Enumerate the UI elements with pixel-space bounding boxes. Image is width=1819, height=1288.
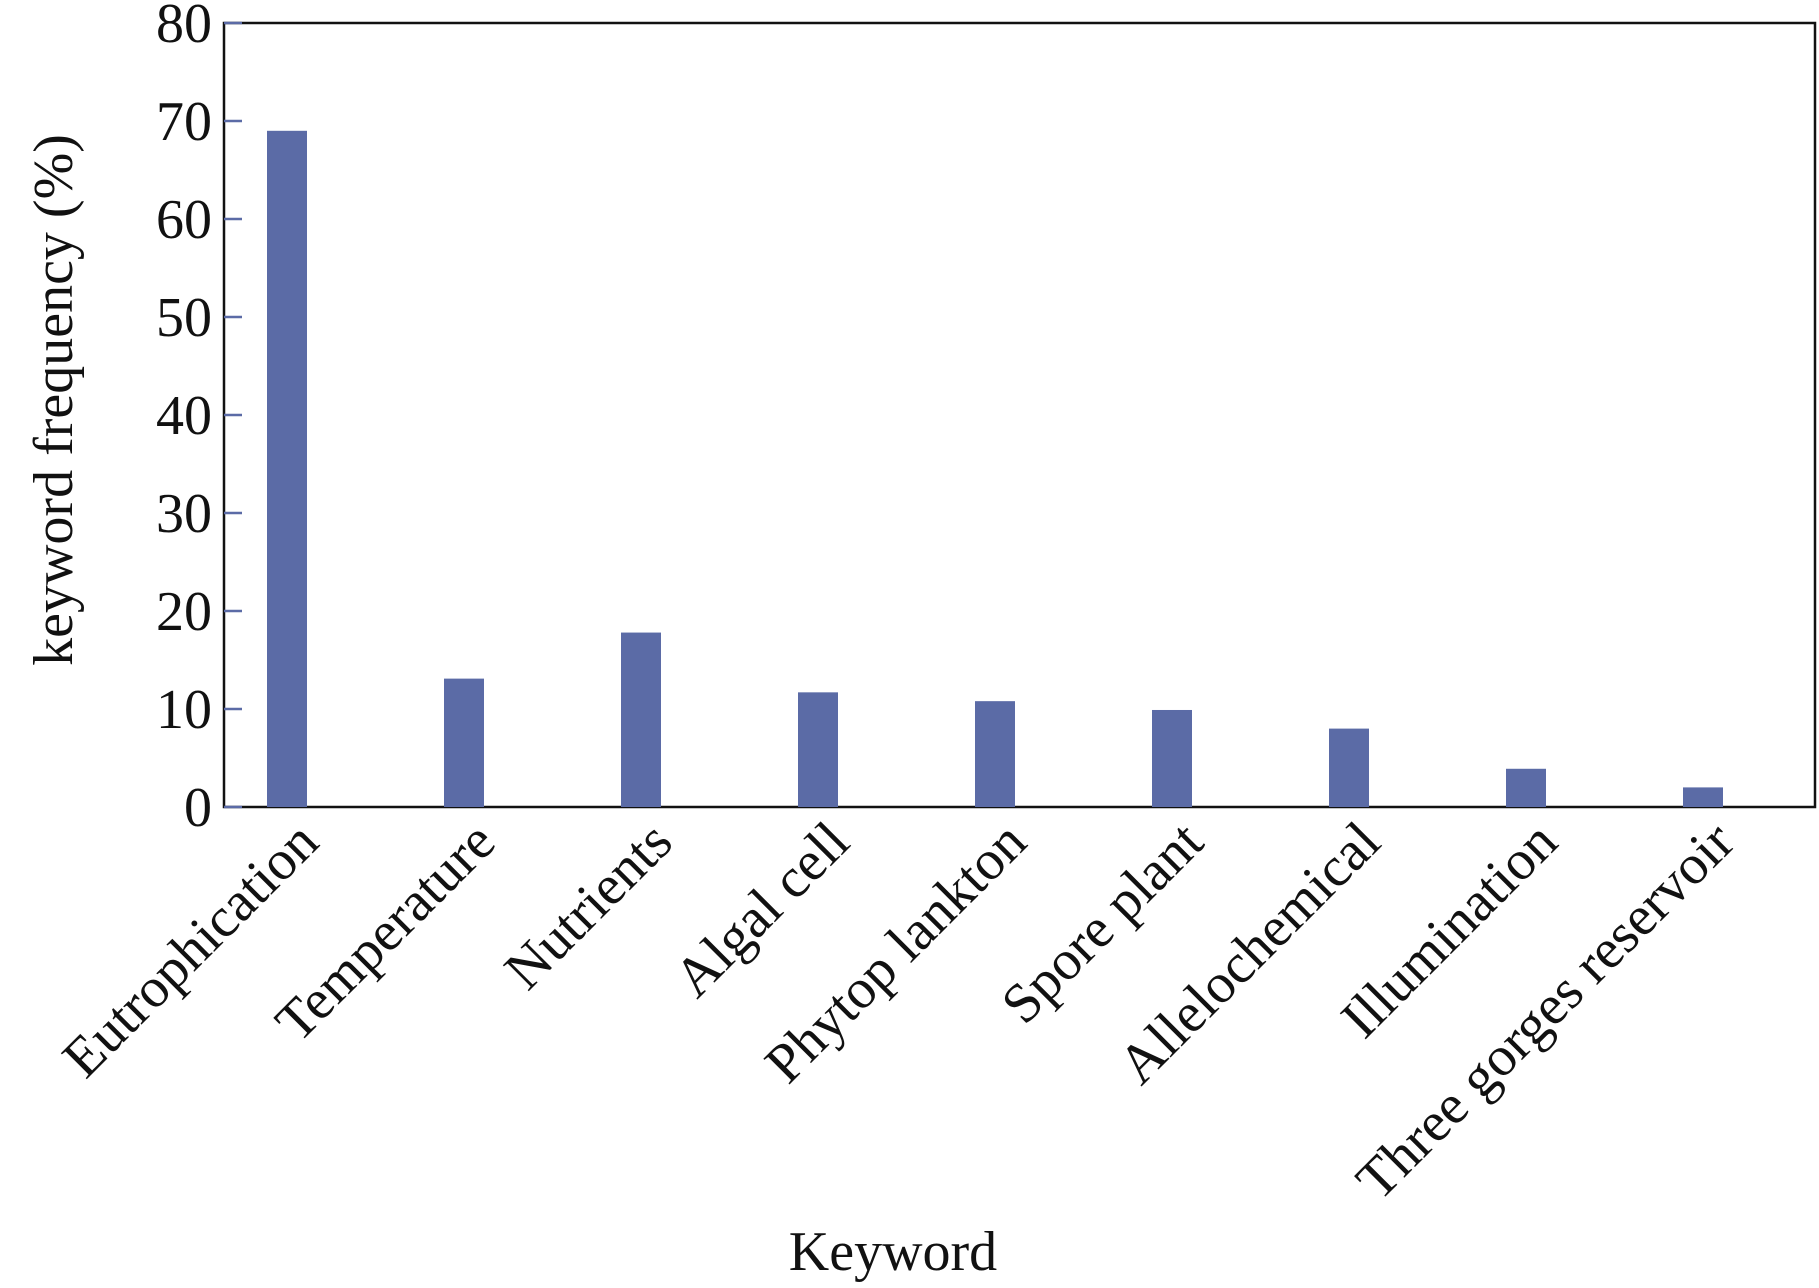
y-tick-label: 40	[156, 385, 212, 447]
x-tick-label: Eutrophication	[51, 810, 330, 1089]
bar	[975, 701, 1015, 807]
y-tick-label: 80	[156, 0, 212, 55]
bar	[1683, 787, 1723, 807]
y-tick-label: 0	[184, 777, 212, 839]
bar	[1329, 728, 1369, 807]
y-tick-label: 50	[156, 287, 212, 349]
bar	[621, 632, 661, 807]
bar	[444, 678, 484, 807]
y-tick-label: 60	[156, 189, 212, 251]
x-axis-label: Keyword	[789, 1221, 997, 1283]
y-axis-label: keyword frequency (%)	[23, 134, 85, 666]
bar	[267, 130, 307, 808]
bar	[798, 692, 838, 807]
bar	[1152, 709, 1192, 807]
bar	[1506, 768, 1546, 807]
y-tick-label: 70	[156, 91, 212, 153]
y-tick-label: 20	[156, 581, 212, 643]
x-tick-label: Nutrients	[493, 810, 684, 1001]
y-tick-label: 30	[156, 483, 212, 545]
y-tick-label: 10	[156, 679, 212, 741]
